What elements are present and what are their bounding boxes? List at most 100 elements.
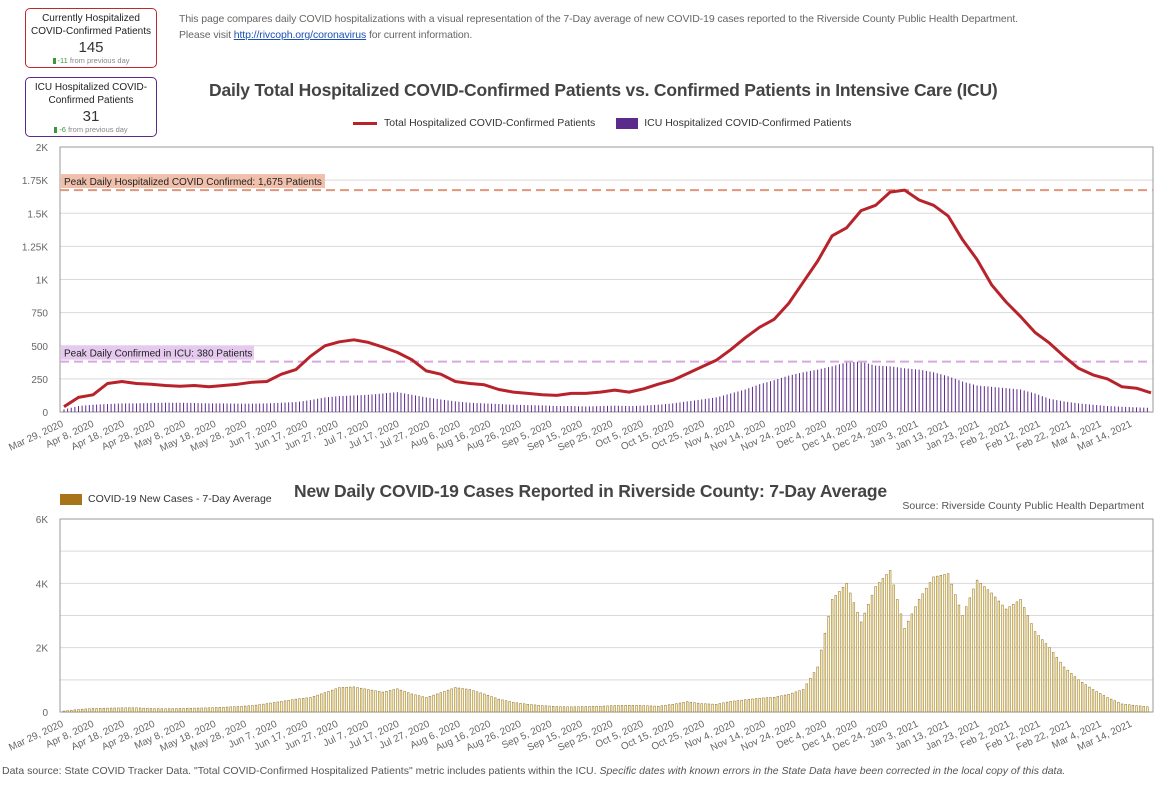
cases-bar [99,708,102,713]
cases-bar [479,692,482,713]
cases-bar [113,707,116,713]
cases-bar [943,574,946,713]
cases-bar [704,703,707,713]
cases-bar [1081,681,1084,713]
cases-bar [309,697,312,713]
cases-bar [142,707,145,713]
cases-bar [131,707,134,713]
cases-bar [396,688,399,713]
cases-bar [809,677,812,713]
rivcoph-link[interactable]: http://rivcoph.org/coronavirus [233,29,367,41]
cases-bar [120,707,124,713]
kpi-card-hospitalized: Currently Hospitalized COVID-Confirmed P… [25,8,157,68]
cases-bar [84,708,87,713]
kpi-card-icu: ICU Hospitalized COVID-Confirmed Patient… [25,77,157,137]
cases-bar [138,707,142,713]
cases-bar [562,706,566,713]
cases-bar [62,710,66,713]
cases-bar [88,708,91,713]
cases-chart-title: New Daily COVID-19 Cases Reported in Riv… [294,481,887,501]
cases-bar [729,701,732,713]
cases-bar [465,688,468,713]
cases-bar [251,705,254,713]
cases-bar [936,575,939,713]
cases-bar [240,706,243,713]
cases-bar [291,699,294,713]
cases-bar [370,689,374,713]
cases-bar [1120,703,1124,713]
cases-bar [740,699,743,713]
y-tick-label: 2K [36,143,49,154]
cases-bar [573,706,577,713]
cases-bar [642,705,645,713]
cases-bar [849,592,852,713]
cases-bar [374,690,377,713]
cases-chart-legend: COVID-19 New Cases - 7-Day Average [60,493,272,505]
cases-bar [428,696,432,713]
legend-item-total[interactable]: Total Hospitalized COVID-Confirmed Patie… [353,117,595,129]
cases-bar [298,698,301,713]
cases-bar [316,694,319,713]
cases-bar [994,596,997,713]
cases-bar [921,593,924,713]
cases-bar [559,706,562,713]
cases-bar [678,702,682,713]
cases-bar [135,707,138,713]
cases-bar [975,579,979,713]
cases-bar [436,693,439,713]
cases-bar [830,599,834,713]
cases-bar [280,701,283,713]
cases-bar [881,578,885,713]
cases-bar [153,708,156,713]
cases-bar [928,582,932,713]
cases-bar [1026,615,1029,713]
cases-bar [175,708,178,713]
cases-bar [236,706,240,713]
cases-bar [1095,691,1098,713]
cases-bar [609,705,613,713]
cases-bar [109,707,113,713]
cases-bar [1088,686,1091,713]
cases-bar [146,708,149,713]
cases-bar [229,706,232,713]
cases-bar [381,691,385,713]
peak-label-bg [61,345,254,360]
cases-bar [468,689,471,713]
cases-bar [711,703,714,713]
legend-item-icu[interactable]: ICU Hospitalized COVID-Confirmed Patient… [616,117,851,129]
cases-bar [617,705,620,713]
intro-text: This page compares daily COVID hospitali… [179,13,1018,41]
cases-bar [591,706,595,713]
cases-bar [544,705,548,713]
y-tick-label: 1.25K [22,242,48,253]
cases-bar [472,690,475,713]
cases-bar [1012,603,1015,713]
cases-bar [1077,679,1080,713]
cases-bar [1128,704,1131,713]
cases-bar [1033,631,1037,713]
cases-bar [207,707,211,713]
cases-bar [646,705,649,713]
cases-bar [265,703,269,713]
cases-bar [733,700,736,713]
cases-bar [157,708,160,713]
cases-bar [939,575,942,713]
y-tick-label: 0 [42,708,48,719]
cases-bar [262,703,265,713]
cases-bar [638,705,642,713]
cases-bar [657,705,660,713]
y-tick-label: 1.5K [27,209,48,220]
cases-bar [624,705,627,713]
cases-bar [164,708,167,713]
cases-bar [856,612,859,713]
cases-bar [330,689,334,713]
cases-bar [1131,704,1135,713]
cases-bar [932,576,935,713]
legend-item-cases[interactable]: COVID-19 New Cases - 7-Day Average [60,493,272,505]
cases-bar [722,702,725,713]
cases-bar [961,615,964,713]
cases-bar [233,706,236,713]
cases-bar [816,666,819,713]
cases-bar [1084,684,1087,713]
